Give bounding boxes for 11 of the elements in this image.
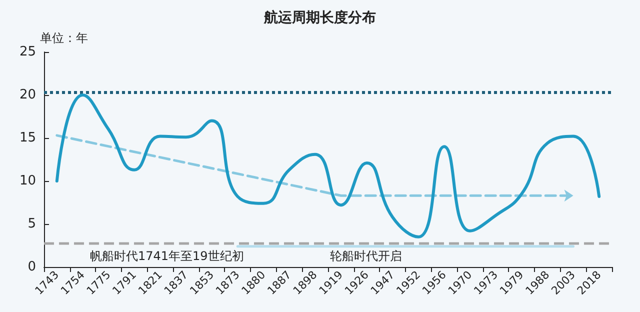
line-series: [55, 94, 601, 238]
y-axis-title: 单位：年: [40, 31, 88, 45]
chart-title: 航运周期长度分布: [263, 9, 376, 26]
y-tick-label: 15: [19, 130, 36, 146]
y-tick-label: 5: [28, 216, 36, 232]
y-tick-label: 25: [19, 44, 36, 60]
annotation: 帆船时代1741年至19世纪初: [90, 249, 244, 263]
y-tick-label: 20: [19, 88, 36, 102]
y-tick-label: 10: [19, 174, 36, 188]
annotation: 轮船时代开启: [330, 249, 402, 263]
y-tick-label: 0: [28, 260, 36, 274]
